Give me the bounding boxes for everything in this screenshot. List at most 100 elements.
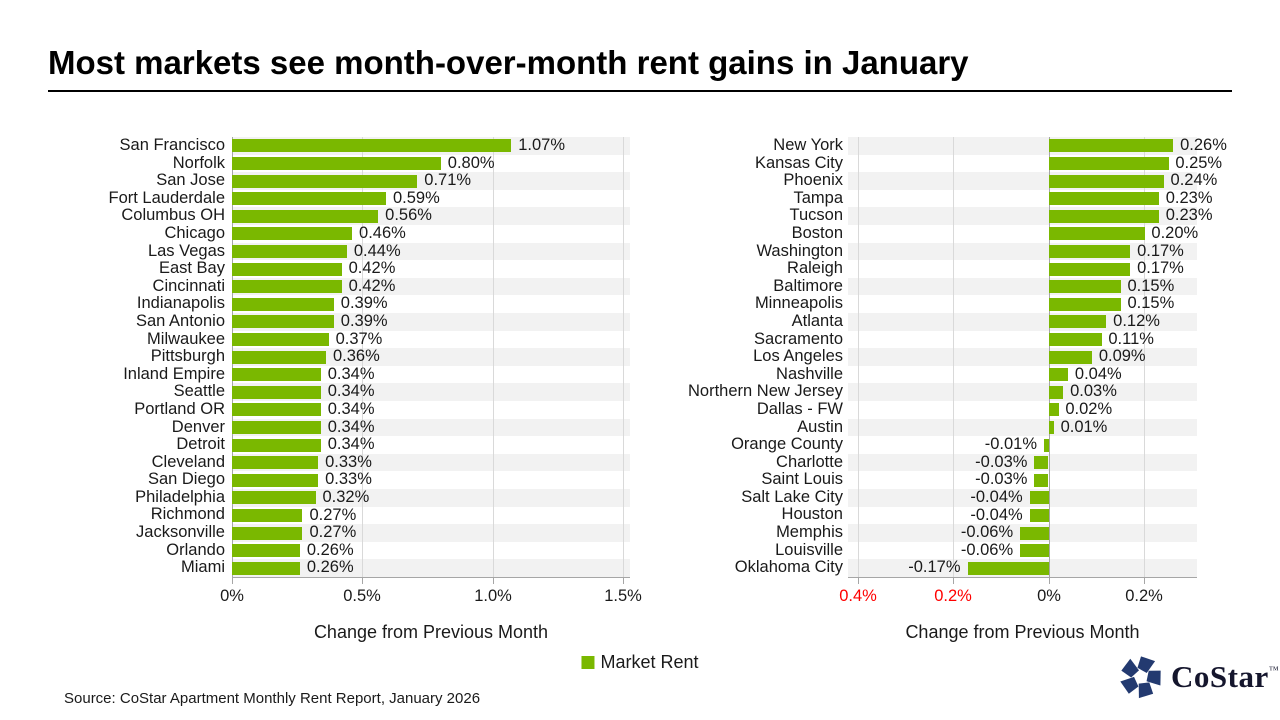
category-label: Philadelphia: [135, 487, 225, 506]
tick-mark: [493, 578, 494, 584]
tick-label: 1.0%: [474, 587, 512, 605]
bar-value-label: 0.33%: [325, 470, 372, 489]
bar-oklahoma-city: [968, 561, 1049, 575]
bar-value-label: 0.42%: [348, 259, 396, 278]
tick-mark: [232, 578, 233, 584]
gridline: [858, 137, 859, 577]
tick-mark: [623, 578, 624, 584]
bar-value-label: 0.12%: [1113, 312, 1160, 330]
bar-value-label: 0.46%: [359, 224, 406, 242]
bar-value-label: 0.34%: [327, 435, 375, 454]
tick-label: 0%: [220, 587, 244, 605]
bar-value-label: 0.23%: [1165, 188, 1213, 207]
trademark-symbol: ™: [1268, 665, 1280, 676]
costar-wordmark: CoStar™: [1171, 659, 1280, 694]
row-stripe: [848, 489, 1197, 507]
bar-orange-county: [1044, 438, 1049, 452]
bar-value-label: -0.03%: [975, 452, 1028, 471]
category-label: San Antonio: [136, 311, 225, 330]
bar-seattle: [232, 385, 321, 399]
category-label: East Bay: [158, 259, 225, 278]
bar-value-label: 0.15%: [1127, 294, 1175, 313]
bar-value-label: -0.03%: [975, 470, 1028, 489]
bar-value-label: 0.03%: [1070, 382, 1117, 401]
bar-los-angeles: [1049, 350, 1092, 364]
bar-value-label: 1.07%: [518, 136, 566, 154]
gridline: [953, 137, 954, 577]
category-label: Jacksonville: [136, 523, 225, 542]
x-axis-title-left: Change from Previous Month: [313, 622, 549, 642]
bar-value-label: 0.39%: [340, 312, 388, 330]
tick-mark: [953, 578, 954, 584]
row-stripe: [232, 383, 630, 401]
tick-label-negative: 0.2%: [934, 587, 972, 605]
bar-value-label: 0.17%: [1137, 241, 1184, 260]
title-underline: [48, 90, 1232, 92]
category-label: Oklahoma City: [734, 558, 843, 577]
category-label: Indianapolis: [136, 294, 225, 313]
bar-columbus-oh: [232, 209, 378, 223]
bar-value-label: 0.04%: [1074, 364, 1122, 383]
category-label: Norfolk: [172, 153, 225, 172]
category-label: Salt Lake City: [741, 487, 843, 506]
category-label: Phoenix: [783, 171, 843, 190]
bar-denver: [232, 420, 321, 434]
category-label: Columbus OH: [121, 206, 225, 225]
bar-orlando: [232, 544, 300, 558]
row-stripe: [232, 453, 630, 472]
category-labels-right: New York Kansas City Phoenix Tampa Tucson Bos…: [658, 136, 843, 577]
bar-fort-lauderdale: [232, 192, 386, 206]
category-label: Los Angeles: [753, 347, 843, 366]
category-label: Detroit: [176, 435, 225, 454]
bar-value-label: 0.25%: [1175, 153, 1223, 172]
bar-value-label: 0.26%: [306, 558, 354, 577]
bar-value-label: 0.32%: [322, 488, 370, 506]
bar-value-label: 0.42%: [348, 276, 396, 295]
bar-east-bay: [232, 262, 342, 276]
legend-swatch-market-rent: [581, 656, 595, 669]
bar-value-label: 0.34%: [327, 364, 375, 383]
bar-value-label: -0.06%: [960, 540, 1014, 559]
row-stripe: [232, 559, 630, 577]
category-label: Fort Lauderdale: [108, 188, 226, 207]
category-label: Baltimore: [773, 276, 843, 295]
bar-value-label: 0.59%: [392, 188, 440, 207]
bar-houston: [1030, 508, 1049, 522]
bar-northern-new-jersey: [1049, 385, 1063, 399]
bar-washington: [1049, 244, 1130, 258]
x-axis-left: 0% 0.5% 1.0% 1.5%: [220, 578, 642, 612]
category-label: Boston: [791, 223, 843, 242]
bar-norfolk: [232, 156, 441, 170]
category-label: New York: [773, 136, 843, 154]
bar-value-label: 0.56%: [385, 206, 432, 225]
bar-value-label: 0.26%: [306, 540, 354, 559]
category-label: Denver: [171, 417, 225, 436]
plot-area-left: 1.07% 0.80% 0.71% 0.59% 0.56% 0.46% 0.44% 0.42%…: [232, 136, 630, 578]
bar-chicago: [232, 227, 352, 241]
bar-jacksonville: [232, 526, 302, 540]
bar-value-label: 0.20%: [1151, 224, 1199, 242]
row-stripe: [232, 348, 630, 366]
bar-value-label: 0.44%: [353, 241, 401, 260]
category-label: Austin: [797, 417, 843, 436]
bar-value-label: -0.01%: [984, 435, 1038, 454]
category-label: Orlando: [166, 540, 225, 559]
bar-nashville: [1049, 368, 1068, 382]
bar-phoenix: [1049, 174, 1164, 188]
bar-sacramento: [1049, 332, 1102, 346]
bar-value-label: 0.39%: [340, 294, 388, 313]
bar-value-label: 0.02%: [1065, 400, 1113, 418]
legend: Market Rent: [581, 652, 699, 673]
category-labels-left: San Francisco Norfolk San Jose Fort Lauderd…: [48, 136, 226, 577]
bar-saint-louis: [1034, 473, 1048, 487]
gridline: [362, 137, 363, 577]
bar-value-label: 0.37%: [335, 329, 383, 348]
row-stripe: [848, 453, 1197, 472]
bar-minneapolis: [1049, 297, 1121, 311]
tick-mark: [1049, 578, 1050, 584]
row-stripe: [848, 418, 1197, 437]
row-stripe: [232, 524, 630, 542]
bar-inland-empire: [232, 368, 321, 382]
bar-san-francisco: [232, 139, 511, 153]
tick-mark: [362, 578, 363, 584]
